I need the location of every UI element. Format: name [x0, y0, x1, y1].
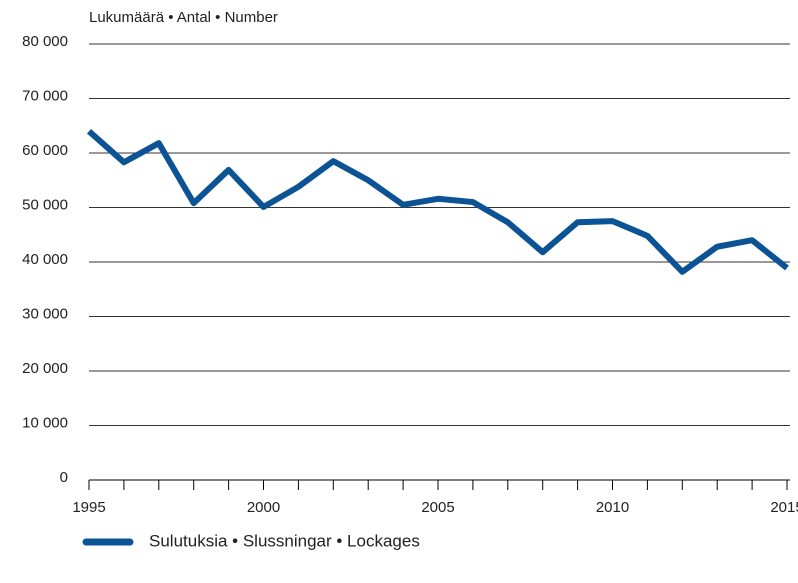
y-tick-label: 30 000 [22, 305, 68, 322]
x-tick-label: 1995 [72, 499, 105, 516]
y-tick-label: 80 000 [22, 33, 68, 50]
y-tick-label: 70 000 [22, 87, 68, 104]
x-tick-label: 2005 [421, 499, 454, 516]
y-tick-label: 60 000 [22, 142, 68, 159]
x-tick-label: 2015 [770, 499, 798, 516]
y-tick-label: 50 000 [22, 196, 68, 213]
y-axis-title: Lukumäärä • Antal • Number [89, 9, 278, 26]
y-tick-label: 20 000 [22, 360, 68, 377]
y-tick-label: 10 000 [22, 414, 68, 431]
x-tick-label: 2010 [596, 499, 629, 516]
y-tick-label: 0 [60, 469, 68, 486]
series-line [87, 128, 789, 275]
x-tick-label: 2000 [247, 499, 280, 516]
y-tick-label: 40 000 [22, 251, 68, 268]
legend-label: Sulutuksia • Slussningar • Lockages [149, 531, 420, 550]
